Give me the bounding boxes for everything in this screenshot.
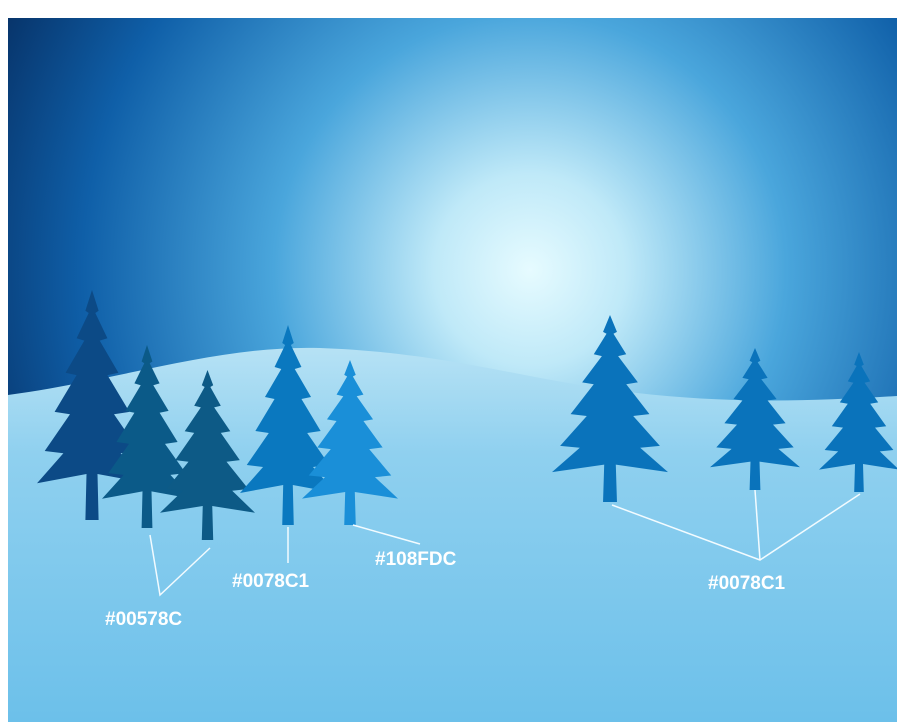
color-label: #0078C1 <box>232 571 310 592</box>
color-label: #0078C1 <box>708 573 786 594</box>
color-label: #108FDC <box>375 549 457 570</box>
color-label: #00578C <box>105 609 182 630</box>
illustration: #00578C #0078C1 #108FDC #0078C1 <box>0 0 897 722</box>
